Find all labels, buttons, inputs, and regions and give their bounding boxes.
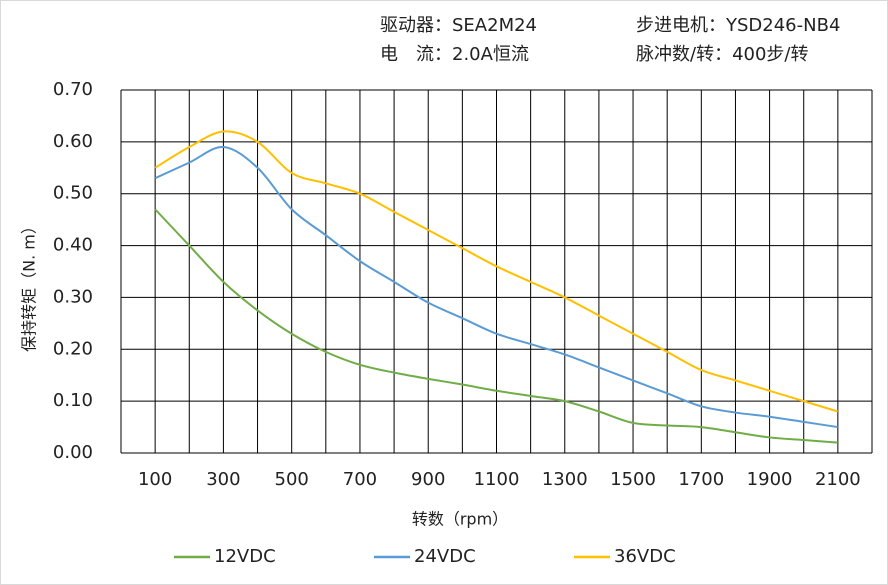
header-text: 步进电机：YSD246-NB4 — [636, 15, 840, 36]
x-tick-label: 500 — [275, 469, 309, 490]
y-tick-label: 0.10 — [53, 390, 93, 411]
y-tick-label: 0.60 — [53, 131, 93, 152]
x-tick-label: 2100 — [815, 469, 861, 490]
header-text: 电 流：2.0A恒流 — [380, 44, 529, 65]
series-line — [154, 146, 839, 429]
x-axis-label: 转数（rpm） — [412, 510, 508, 529]
x-tick-label: 1900 — [747, 469, 793, 490]
y-tick-label: 0.50 — [53, 183, 93, 204]
header-text: 驱动器：SEA2M24 — [380, 15, 537, 36]
x-tick-label: 100 — [138, 469, 172, 490]
y-tick-label: 0.30 — [53, 286, 93, 307]
x-tick-label: 1300 — [542, 469, 588, 490]
series-line — [154, 130, 839, 413]
y-tick-label: 0.40 — [53, 235, 93, 256]
legend-label: 36VDC — [614, 546, 676, 567]
x-tick-label: 1500 — [610, 469, 656, 490]
y-axis-label: 保持转矩（N. m） — [20, 218, 39, 352]
x-tick-label: 1700 — [678, 469, 724, 490]
y-tick-label: 0.70 — [53, 79, 93, 100]
y-tick-label: 0.00 — [53, 442, 93, 463]
legend-label: 24VDC — [414, 546, 476, 567]
header-text: 脉冲数/转：400步/转 — [636, 44, 809, 65]
x-tick-label: 300 — [206, 469, 240, 490]
x-tick-label: 900 — [411, 469, 445, 490]
y-tick-label: 0.20 — [53, 338, 93, 359]
x-tick-label: 700 — [343, 469, 377, 490]
legend-label: 12VDC — [214, 546, 276, 567]
series-line — [154, 208, 838, 444]
x-tick-label: 1100 — [474, 469, 520, 490]
